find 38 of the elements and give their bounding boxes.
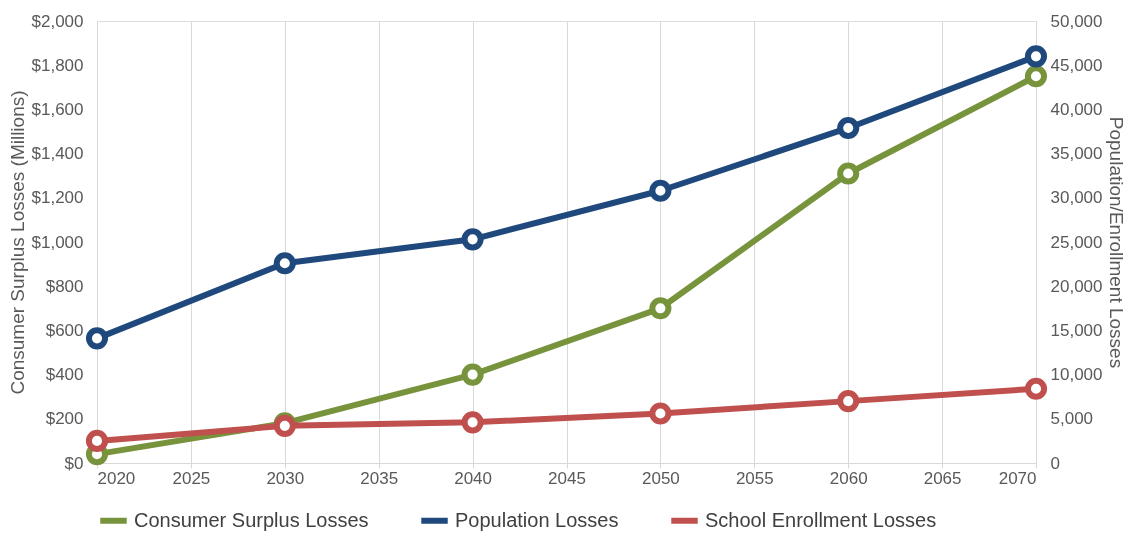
y-tick-label: $400 <box>45 365 84 385</box>
x-tick-label: 2050 <box>641 468 680 488</box>
y-tick-label: $2,000 <box>31 11 84 31</box>
y2-tick-label: 15,000 <box>1050 320 1103 340</box>
y-tick-label: $1,000 <box>31 232 84 252</box>
y2-tick-label: 10,000 <box>1050 365 1103 385</box>
x-tick-label: 2055 <box>735 468 774 488</box>
legend-label: School Enrollment Losses <box>705 508 937 531</box>
x-tick-label: 2040 <box>454 468 493 488</box>
y2-tick-label: 30,000 <box>1050 188 1103 208</box>
y2-axis-title: Population/Enrollment Losses <box>1106 116 1128 369</box>
y-tick-label: $600 <box>45 320 84 340</box>
y2-tick-label: 35,000 <box>1050 144 1103 164</box>
x-tick-label: 2065 <box>923 468 962 488</box>
x-tick-label: 2020 <box>97 468 136 488</box>
y2-tick-label: 0 <box>1050 453 1060 473</box>
y2-tick-label: 50,000 <box>1050 11 1103 31</box>
legend-label: Population Losses <box>455 508 619 531</box>
x-tick-label: 2045 <box>548 468 586 488</box>
y-axis-title: Consumer Surplus Losses (Millions) <box>6 90 28 395</box>
x-tick-label: 2025 <box>172 468 211 488</box>
y-tick-label: $200 <box>45 409 84 429</box>
y-tick-label: $0 <box>64 453 84 473</box>
x-tick-label: 2030 <box>266 468 305 488</box>
x-tick-label: 2070 <box>998 468 1037 488</box>
y2-tick-label: 25,000 <box>1050 232 1103 252</box>
x-tick-label: 2035 <box>360 468 399 488</box>
x-tick-label: 2060 <box>829 468 868 488</box>
y-tick-label: $1,400 <box>31 144 84 164</box>
y-tick-label: $1,600 <box>31 99 84 119</box>
y2-tick-label: 40,000 <box>1050 99 1103 119</box>
y2-tick-label: 20,000 <box>1050 276 1103 296</box>
y-tick-label: $800 <box>45 276 84 296</box>
legend-label: Consumer Surplus Losses <box>134 508 369 531</box>
y2-tick-label: 45,000 <box>1050 55 1103 75</box>
y-tick-label: $1,800 <box>31 55 84 75</box>
y2-tick-label: 5,000 <box>1050 409 1094 429</box>
y-tick-label: $1,200 <box>31 188 84 208</box>
